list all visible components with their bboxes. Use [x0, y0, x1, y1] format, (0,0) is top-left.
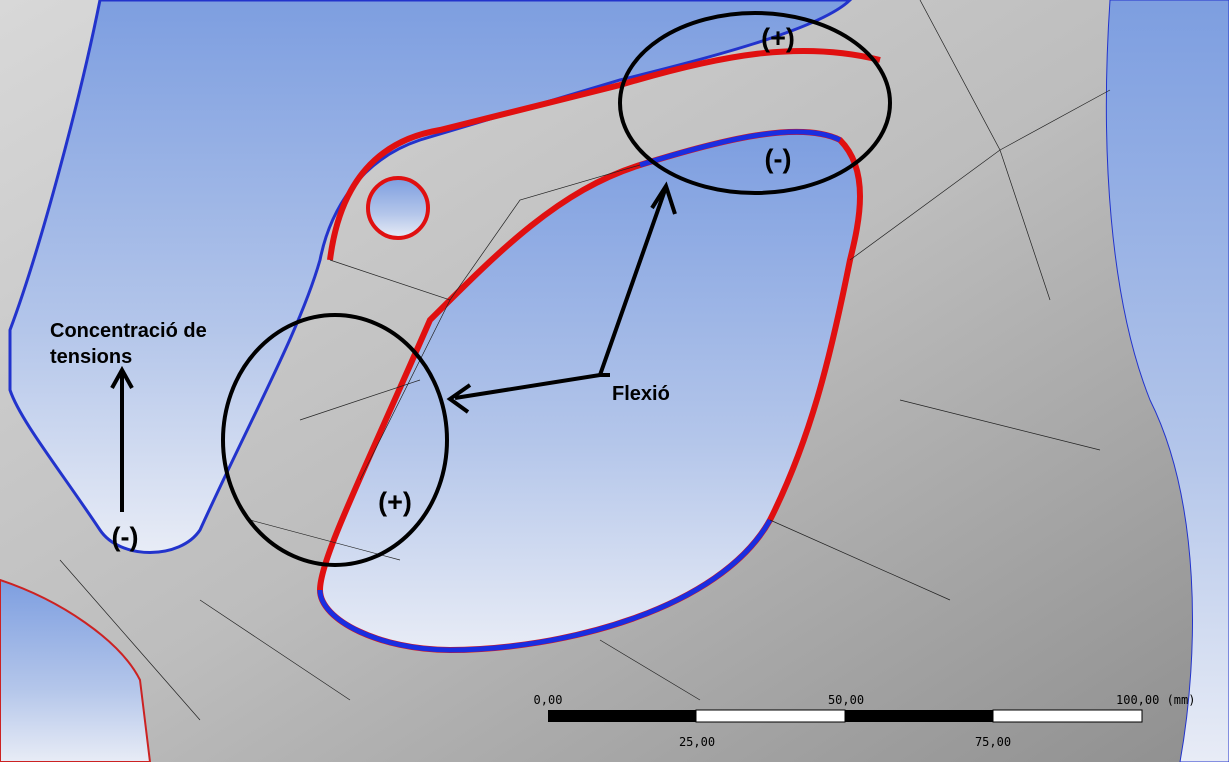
- annotation: (-): [765, 144, 792, 174]
- scale-label: 100,00 (mm): [1116, 693, 1195, 707]
- annotation: (+): [378, 487, 412, 517]
- scale-label: 50,00: [828, 693, 864, 707]
- scale-segment: [845, 710, 993, 722]
- scale-segment: [993, 710, 1142, 722]
- viewport: (+) (-) (+) (-) Flexió Concentració de t…: [0, 0, 1229, 762]
- annotation: tensions: [50, 346, 132, 368]
- annotation: Flexió: [612, 383, 670, 405]
- page: {"annotations": { "top_plus": "(+)", "to…: [0, 0, 1229, 762]
- pin-hole: [368, 178, 428, 238]
- scale-label: 0,00: [534, 693, 563, 707]
- scale-segment: [696, 710, 845, 722]
- annotation: Concentració de: [50, 320, 207, 342]
- scale-segment: [548, 710, 696, 722]
- annotation: (-): [112, 522, 139, 552]
- scale-label: 25,00: [679, 735, 715, 749]
- annotation: (+): [761, 23, 795, 53]
- scale-label: 75,00: [975, 735, 1011, 749]
